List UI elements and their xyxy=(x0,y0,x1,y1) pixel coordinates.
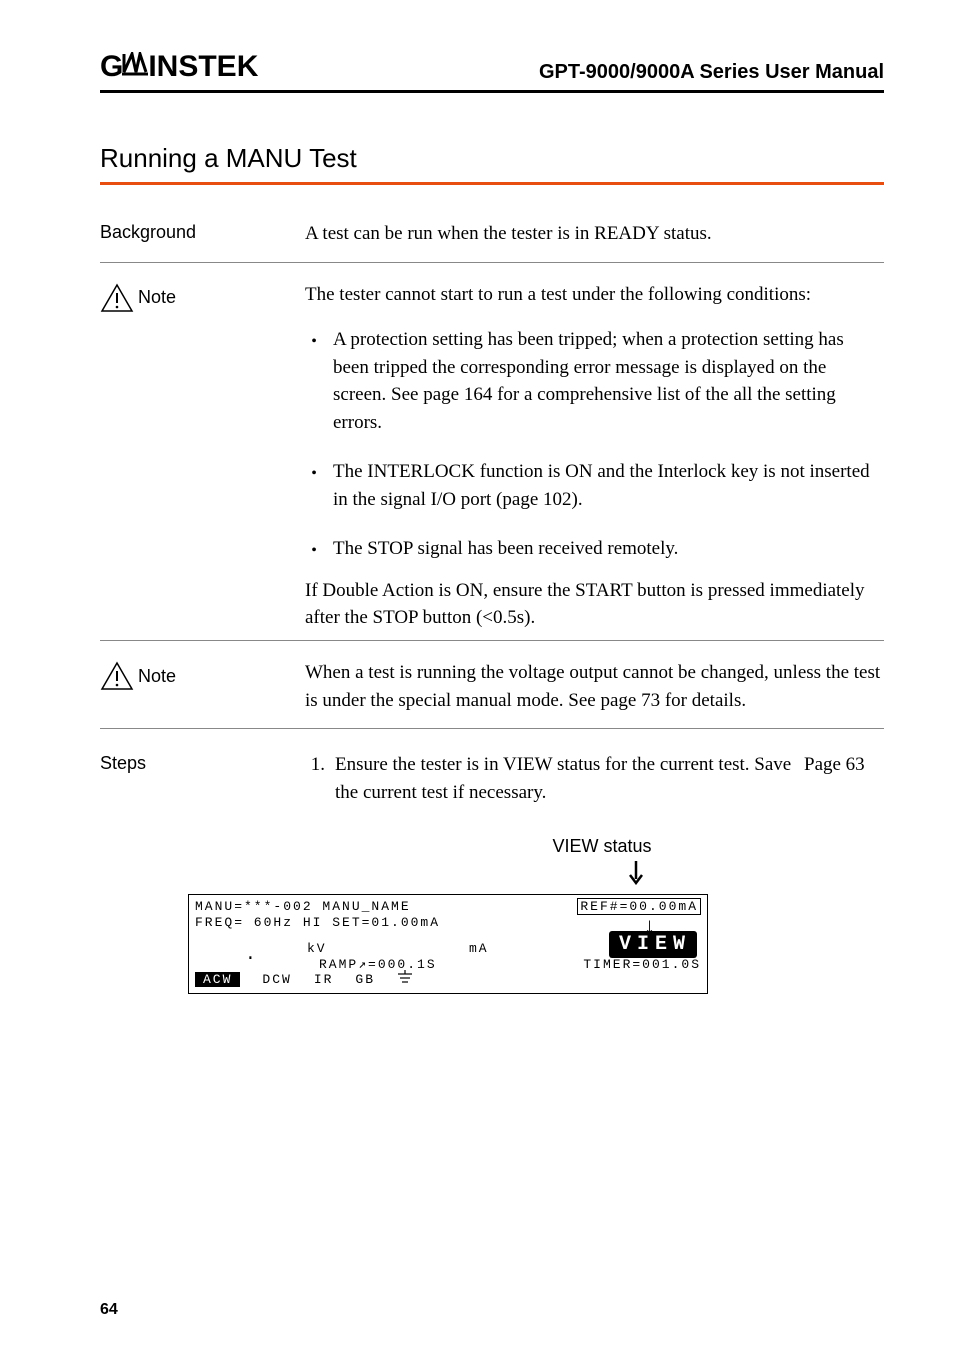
step-text: Ensure the tester is in VIEW status for … xyxy=(335,751,792,806)
note1-closing: If Double Action is ON, ensure the START… xyxy=(305,577,884,632)
lcd-timer: TIMER=001.0S xyxy=(583,957,701,972)
note1-bullet-list: •A protection setting has been tripped; … xyxy=(305,326,884,563)
bullet-icon: • xyxy=(305,458,323,513)
note1-intro: The tester cannot start to run a test un… xyxy=(305,281,884,309)
step-page-ref: Page 63 xyxy=(804,751,884,806)
lcd-row1-left: MANU=***-002 MANU_NAME xyxy=(195,899,411,914)
page-number: 64 xyxy=(100,1301,118,1319)
lcd-row1-ref: REF#=00.00mA xyxy=(577,899,701,914)
note1-bullet: •A protection setting has been tripped; … xyxy=(305,326,884,436)
warning-icon xyxy=(100,661,134,691)
steps-row: Steps 1. Ensure the tester is in VIEW st… xyxy=(100,751,884,806)
logo-mid-icon xyxy=(122,52,148,76)
note1-row: Note The tester cannot start to run a te… xyxy=(100,281,884,641)
note2-text: When a test is running the voltage outpu… xyxy=(305,659,884,714)
note2-label-col: Note xyxy=(100,659,285,714)
steps-label: Steps xyxy=(100,751,285,806)
view-status-caption: VIEW status xyxy=(320,836,884,890)
lcd-gb: GB xyxy=(355,972,375,987)
page-header: G INSTEK GPT-9000/9000A Series User Manua… xyxy=(100,50,884,93)
lcd-display: MANU=***-002 MANU_NAME REF#=00.00mA FREQ… xyxy=(188,894,708,994)
note1-body: The tester cannot start to run a test un… xyxy=(305,281,884,632)
warning-icon xyxy=(100,283,134,313)
lcd-ma: mA xyxy=(469,941,489,956)
note1-bullet: • The STOP signal has been received remot… xyxy=(305,535,884,563)
bullet-text: The STOP signal has been received remote… xyxy=(333,535,678,563)
lcd-ir: IR xyxy=(314,972,334,987)
note2-row: Note When a test is running the voltage … xyxy=(100,659,884,729)
background-text: A test can be run when the tester is in … xyxy=(305,220,884,248)
bullet-icon: • xyxy=(305,326,323,436)
lcd-row2: FREQ= 60Hz HI SET=01.00mA xyxy=(195,915,440,930)
note1-label-col: Note xyxy=(100,281,285,632)
lcd-dot: . xyxy=(245,945,258,965)
lcd-kv: kV xyxy=(307,941,327,956)
view-status-label: VIEW status xyxy=(552,836,651,856)
lcd-view-box: VIEW xyxy=(609,931,697,958)
lcd-dcw: DCW xyxy=(262,972,291,987)
bullet-text: A protection setting has been tripped; w… xyxy=(333,326,884,436)
lcd-row5: ACW DCW IR GB xyxy=(195,970,413,989)
logo-gw: G xyxy=(100,50,122,84)
brand-logo: G INSTEK xyxy=(100,50,258,84)
steps-body: 1. Ensure the tester is in VIEW status f… xyxy=(305,751,884,806)
note2-label: Note xyxy=(138,666,176,686)
section-heading: Running a MANU Test xyxy=(100,143,884,185)
arrow-down-icon xyxy=(628,861,644,885)
step-item: 1. Ensure the tester is in VIEW status f… xyxy=(305,751,884,806)
lcd-display-wrapper: MANU=***-002 MANU_NAME REF#=00.00mA FREQ… xyxy=(188,894,884,994)
lcd-acw: ACW xyxy=(195,972,240,987)
note1-bullet: •The INTERLOCK function is ON and the In… xyxy=(305,458,884,513)
bullet-icon: • xyxy=(305,535,323,563)
ground-icon xyxy=(397,970,413,989)
step-number: 1. xyxy=(305,751,325,806)
manual-title: GPT-9000/9000A Series User Manual xyxy=(539,61,884,84)
logo-instek: INSTEK xyxy=(148,50,258,84)
background-label: Background xyxy=(100,220,285,248)
note1-label: Note xyxy=(138,287,176,307)
bullet-text: The INTERLOCK function is ON and the Int… xyxy=(333,458,884,513)
background-row: Background A test can be run when the te… xyxy=(100,220,884,263)
